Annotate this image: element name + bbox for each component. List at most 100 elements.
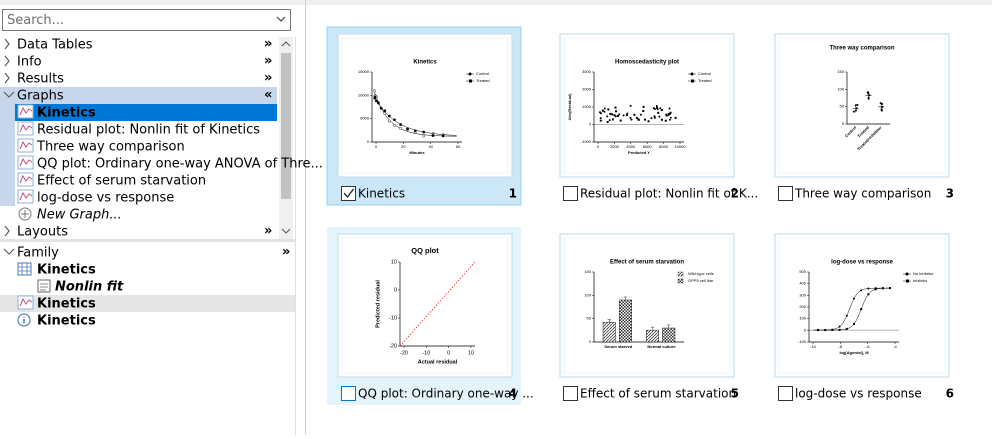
card-caption[interactable]: log-dose vs response [795,387,922,401]
group-highlight [0,87,277,104]
thumbnail-ytick-label: 400 [799,281,806,286]
thumbnail-ytick-label: 0 [842,121,845,126]
graph-icon-line [19,123,33,133]
point [611,118,614,121]
point [655,106,658,109]
family-item[interactable]: Nonlin fit [55,280,124,295]
card-number: 1 [509,187,517,201]
thumbnail-inner [563,37,731,174]
card-checkbox[interactable] [341,386,356,401]
thumbnail-inner [563,237,731,374]
nav-toggle[interactable]: » [264,224,272,239]
nav-graph[interactable]: Kinetics [37,106,96,121]
card-caption[interactable]: Kinetics [358,187,405,201]
point [393,118,396,122]
nav-graph[interactable]: Residual plot: Nonlin fit of Kinetics [37,123,260,138]
expander[interactable] [4,38,10,50]
point [635,116,638,119]
graph-card[interactable]: Effect of serum starvation 150 100 50 0 Wild-… [559,233,739,401]
graph-icon-line [19,191,33,201]
point [626,112,629,115]
graph-icon-line [19,106,33,116]
point [665,113,668,116]
expander[interactable] [3,91,15,98]
point [399,123,403,126]
nav-graph[interactable]: Three way comparison [36,140,185,155]
thumbnail-xlabel: Predicted Y [628,150,650,155]
point [639,113,642,116]
point [383,112,387,115]
legend-label: Control [698,71,711,76]
card-checkbox[interactable] [778,386,793,401]
thumbnail-inner [341,37,509,174]
thumbnail-ytick-label: 3000 [582,69,592,74]
new-graph[interactable]: New Graph... [37,208,122,223]
thumbnail-title: Kinetics [413,60,437,66]
card-caption[interactable]: Effect of serum starvation [580,387,736,401]
card-checkbox[interactable] [563,186,578,201]
thumbnail-ytick-label: -10 [389,315,397,321]
nav-section[interactable]: Results [17,72,64,87]
add-icon-plus [21,210,29,218]
expander[interactable] [3,248,15,255]
card-caption[interactable]: Three way comparison [794,187,931,201]
identity-line [399,261,476,347]
point [665,114,668,117]
point [373,89,377,93]
point [656,108,659,111]
bar [602,322,616,343]
card-checkbox[interactable] [563,386,578,401]
graph-card[interactable]: Kinetics 15000 10000 5000 00 20 40 60 Minutes Con… [326,26,522,206]
nav-section[interactable]: Graphs [17,89,64,104]
scroll-up[interactable] [281,41,291,47]
graph-card[interactable]: Homoscedasticity plot3000200010000-10000… [559,33,758,201]
nav-graph[interactable]: QQ plot: Ordinary one-way ANOVA of Thre.… [37,157,323,172]
expander[interactable] [4,225,10,237]
expander[interactable] [4,55,10,67]
splitter[interactable] [0,239,295,242]
point [838,325,841,328]
nav-toggle[interactable]: » [264,54,272,69]
scrollbar-thumb[interactable] [281,53,291,199]
card-checkbox[interactable] [778,186,793,201]
expander[interactable] [4,72,10,84]
group-strip [0,104,15,206]
family-item[interactable]: Kinetics [37,314,96,329]
nav-graph[interactable]: Effect of serum starvation [37,174,206,189]
thumbnail-ytick-label: 15000 [358,69,370,74]
scroll-down[interactable] [281,228,291,234]
graph-card[interactable]: QQ plot 10 0 -10 -20-20 -10 0 10 Actual residual… [327,227,534,405]
thumbnail-title: Effect of serum starvation [610,260,684,266]
thumbnail-frame [774,233,950,378]
point [611,113,614,116]
point [845,327,848,330]
card-number: 3 [946,187,954,201]
nav-section[interactable]: Layouts [17,225,68,240]
card-caption[interactable]: Residual plot: Nonlin fit of K... [580,187,758,201]
thumbnail-ylabel: Predicted residual [375,280,381,328]
nav-toggle[interactable]: » [264,37,272,52]
nav-toggle[interactable]: » [264,71,272,86]
card-caption[interactable]: QQ plot: Ordinary one-way ... [358,387,534,401]
thumbnail-ytick-label: 0 [394,287,397,293]
nav-toggle[interactable]: « [264,88,272,103]
family-item[interactable]: Kinetics [37,263,96,278]
thumbnail-xtick-label: 4000 [626,144,636,149]
nav-graph[interactable]: log-dose vs response [37,191,174,206]
point [860,308,863,311]
nav-section[interactable]: Data Tables [17,38,93,53]
point [622,114,625,117]
search-box[interactable] [2,9,291,31]
point [653,115,656,118]
family-toggle[interactable]: » [282,245,290,260]
family-item[interactable]: Kinetics [37,297,96,312]
nav-section[interactable]: Info [17,55,42,70]
graph-icon-line [19,174,33,184]
results-icon-lines [40,283,48,291]
search-dropdown[interactable] [276,16,286,22]
graph-card[interactable]: log-dose vs response 500 400 300 200 100 0 -100… [774,233,954,401]
point [603,110,606,113]
thumbnail-xtick-label: 8000 [659,144,669,149]
